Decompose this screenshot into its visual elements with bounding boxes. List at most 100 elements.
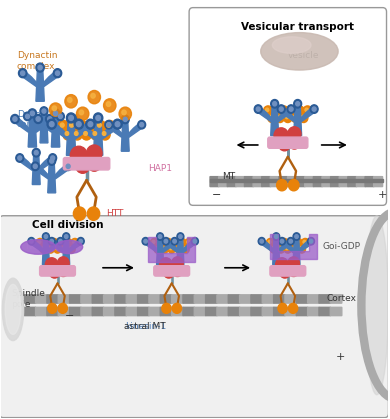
- Circle shape: [295, 106, 304, 116]
- Circle shape: [46, 114, 54, 124]
- Circle shape: [280, 267, 290, 278]
- Circle shape: [276, 113, 284, 122]
- Circle shape: [66, 164, 70, 168]
- Circle shape: [282, 241, 285, 243]
- Circle shape: [295, 235, 298, 238]
- Circle shape: [162, 238, 169, 245]
- Circle shape: [191, 238, 199, 245]
- Text: astral MT: astral MT: [124, 321, 165, 331]
- Text: −: −: [211, 190, 221, 200]
- FancyBboxPatch shape: [115, 307, 126, 316]
- FancyBboxPatch shape: [154, 266, 190, 276]
- FancyBboxPatch shape: [319, 295, 330, 303]
- Circle shape: [38, 241, 41, 243]
- Circle shape: [98, 123, 101, 127]
- Circle shape: [289, 136, 300, 149]
- Circle shape: [52, 106, 57, 111]
- Circle shape: [294, 100, 301, 108]
- FancyBboxPatch shape: [227, 177, 236, 186]
- Polygon shape: [149, 237, 195, 261]
- Circle shape: [50, 239, 53, 243]
- Circle shape: [73, 207, 86, 220]
- Circle shape: [172, 257, 183, 269]
- Circle shape: [138, 120, 145, 129]
- Circle shape: [264, 106, 273, 116]
- Circle shape: [61, 245, 68, 253]
- FancyBboxPatch shape: [58, 307, 70, 316]
- Polygon shape: [38, 115, 56, 132]
- Polygon shape: [298, 106, 314, 122]
- Polygon shape: [20, 155, 36, 171]
- Circle shape: [273, 108, 277, 111]
- Circle shape: [47, 119, 56, 129]
- Circle shape: [273, 238, 282, 247]
- Circle shape: [266, 238, 275, 247]
- Polygon shape: [71, 120, 90, 139]
- Polygon shape: [157, 240, 163, 265]
- Circle shape: [36, 238, 44, 247]
- Circle shape: [173, 239, 176, 243]
- Circle shape: [70, 146, 87, 165]
- Circle shape: [45, 258, 58, 272]
- Circle shape: [162, 303, 171, 313]
- Circle shape: [144, 239, 147, 243]
- Circle shape: [82, 129, 92, 140]
- Circle shape: [154, 245, 161, 253]
- Polygon shape: [296, 238, 311, 252]
- Circle shape: [168, 245, 176, 253]
- Circle shape: [284, 113, 292, 122]
- Polygon shape: [121, 123, 129, 151]
- Circle shape: [177, 233, 184, 241]
- Circle shape: [94, 113, 103, 123]
- Circle shape: [172, 265, 183, 277]
- FancyBboxPatch shape: [126, 307, 138, 316]
- Circle shape: [289, 179, 299, 191]
- Text: NUMA: NUMA: [25, 243, 51, 251]
- Circle shape: [105, 120, 115, 132]
- Polygon shape: [28, 113, 44, 129]
- Polygon shape: [145, 238, 160, 252]
- FancyBboxPatch shape: [183, 295, 195, 303]
- FancyBboxPatch shape: [211, 179, 383, 181]
- Polygon shape: [36, 155, 53, 171]
- Circle shape: [296, 102, 300, 106]
- Polygon shape: [275, 106, 291, 122]
- Circle shape: [58, 239, 62, 243]
- Circle shape: [66, 241, 69, 243]
- Polygon shape: [36, 71, 44, 101]
- FancyBboxPatch shape: [251, 295, 262, 303]
- Circle shape: [280, 238, 288, 247]
- Circle shape: [278, 303, 287, 313]
- Circle shape: [36, 117, 40, 121]
- Circle shape: [293, 233, 300, 241]
- FancyBboxPatch shape: [104, 307, 115, 316]
- FancyBboxPatch shape: [270, 266, 306, 276]
- Polygon shape: [43, 240, 50, 265]
- Circle shape: [11, 114, 19, 124]
- Polygon shape: [262, 238, 276, 252]
- Circle shape: [51, 109, 60, 118]
- Circle shape: [34, 150, 38, 155]
- Circle shape: [60, 123, 64, 127]
- Circle shape: [277, 179, 287, 191]
- FancyBboxPatch shape: [251, 307, 262, 316]
- Circle shape: [50, 103, 62, 116]
- Circle shape: [106, 102, 111, 106]
- Circle shape: [293, 247, 295, 250]
- FancyBboxPatch shape: [228, 295, 240, 303]
- Circle shape: [260, 239, 263, 243]
- Circle shape: [256, 107, 260, 111]
- FancyBboxPatch shape: [172, 295, 183, 303]
- FancyBboxPatch shape: [262, 295, 274, 303]
- Circle shape: [286, 247, 288, 250]
- Text: HAP1: HAP1: [149, 164, 172, 173]
- Polygon shape: [23, 70, 40, 86]
- Polygon shape: [271, 107, 278, 136]
- Circle shape: [300, 113, 308, 122]
- FancyBboxPatch shape: [47, 295, 58, 303]
- FancyBboxPatch shape: [308, 307, 319, 316]
- FancyBboxPatch shape: [262, 177, 271, 186]
- Circle shape: [76, 122, 81, 127]
- FancyBboxPatch shape: [217, 295, 229, 303]
- Circle shape: [284, 245, 292, 253]
